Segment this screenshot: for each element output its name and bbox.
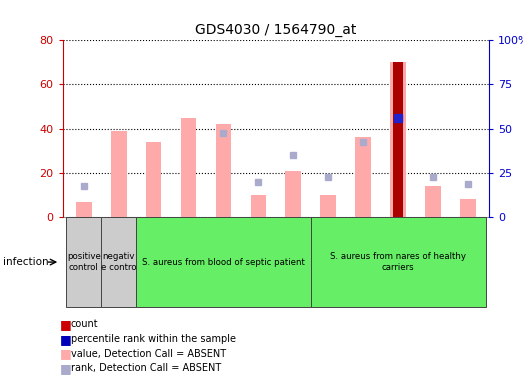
Text: infection: infection bbox=[3, 257, 48, 267]
Text: S. aureus from blood of septic patient: S. aureus from blood of septic patient bbox=[142, 258, 305, 266]
Text: count: count bbox=[71, 319, 98, 329]
Bar bbox=[393, 62, 403, 217]
Bar bbox=[425, 186, 441, 217]
Text: ■: ■ bbox=[60, 333, 71, 346]
Text: percentile rank within the sample: percentile rank within the sample bbox=[71, 334, 235, 344]
Text: positive
control: positive control bbox=[67, 252, 100, 272]
Text: ■: ■ bbox=[60, 318, 71, 331]
Text: value, Detection Call = ABSENT: value, Detection Call = ABSENT bbox=[71, 349, 226, 359]
Bar bbox=[321, 195, 336, 217]
Text: ■: ■ bbox=[60, 347, 71, 360]
Text: rank, Detection Call = ABSENT: rank, Detection Call = ABSENT bbox=[71, 363, 221, 373]
Text: ■: ■ bbox=[60, 362, 71, 375]
Bar bbox=[111, 131, 127, 217]
Bar bbox=[460, 199, 476, 217]
Bar bbox=[76, 202, 92, 217]
Bar bbox=[146, 142, 162, 217]
Title: GDS4030 / 1564790_at: GDS4030 / 1564790_at bbox=[195, 23, 357, 36]
Bar bbox=[215, 124, 231, 217]
Text: S. aureus from nares of healthy
carriers: S. aureus from nares of healthy carriers bbox=[330, 252, 466, 272]
Bar bbox=[286, 170, 301, 217]
Bar bbox=[355, 137, 371, 217]
Text: negativ
e contro: negativ e contro bbox=[101, 252, 137, 272]
Bar bbox=[251, 195, 266, 217]
Bar bbox=[180, 118, 197, 217]
Bar bbox=[390, 62, 406, 217]
